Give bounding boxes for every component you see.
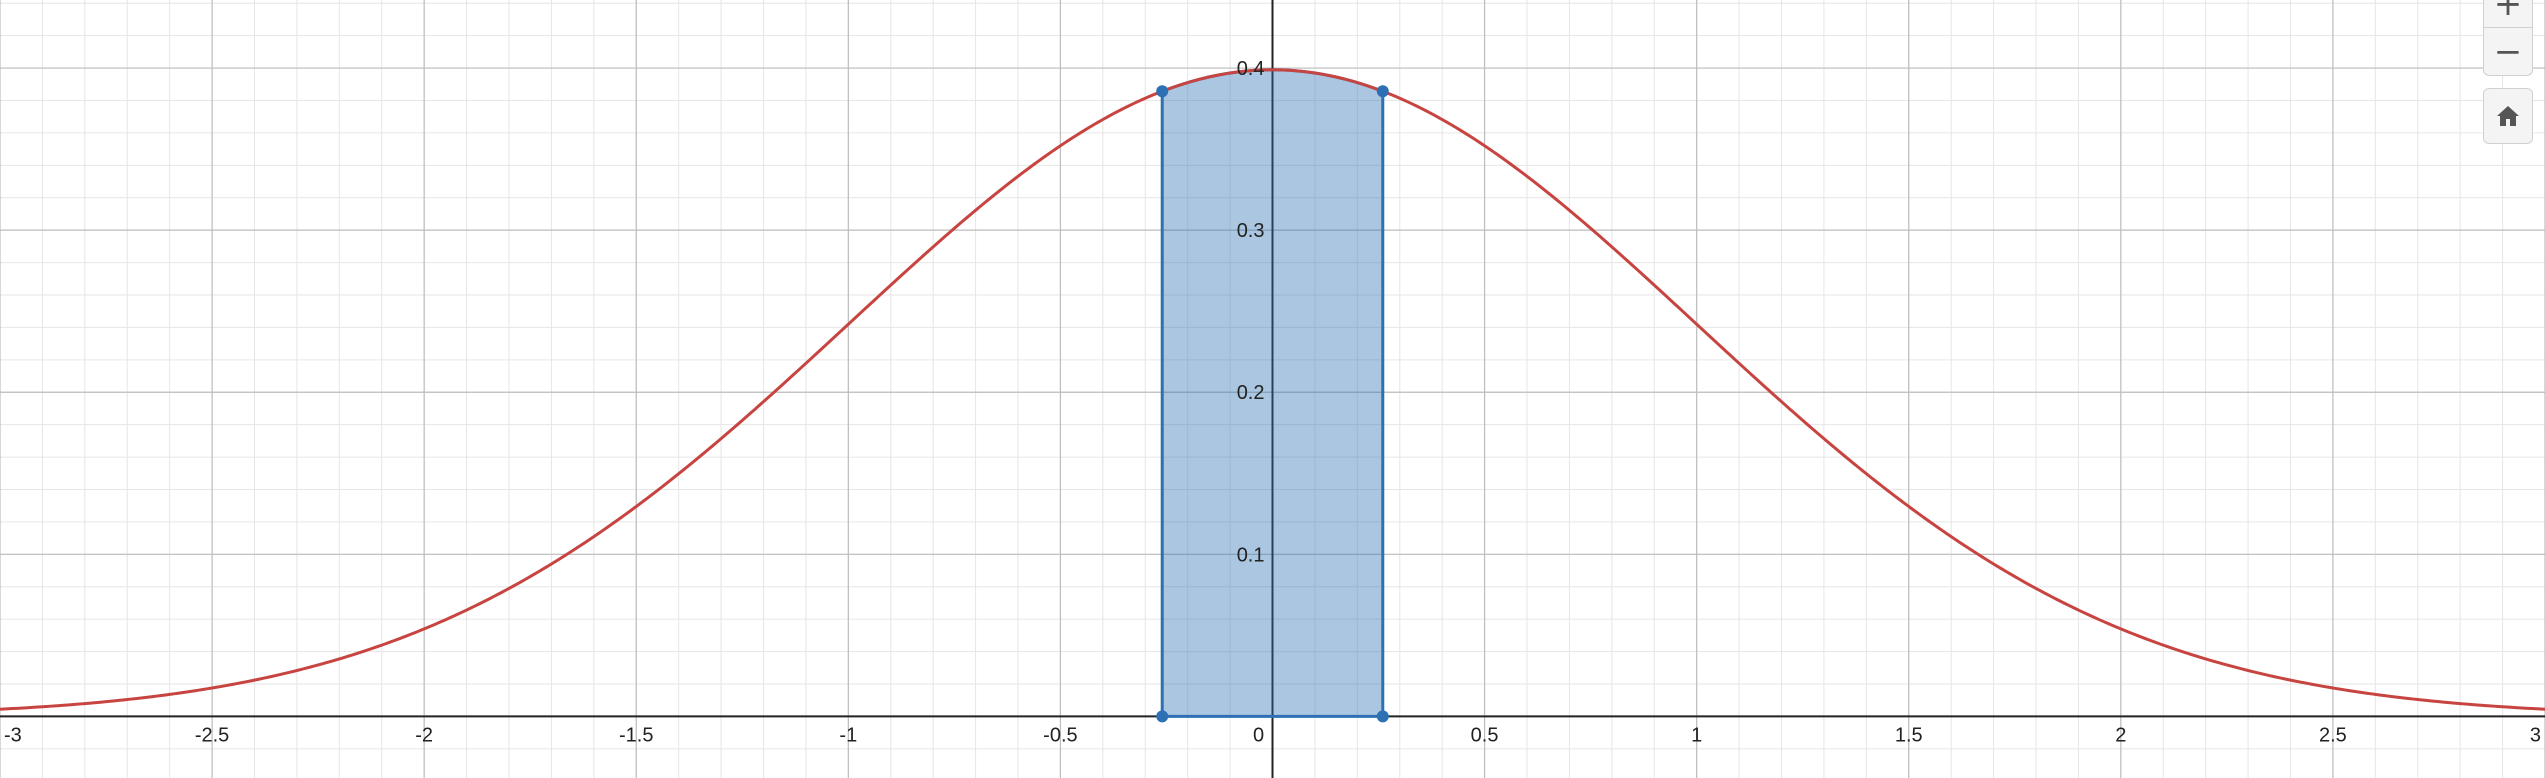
zoom-out-button[interactable]: − [2483, 28, 2533, 76]
shaded-region [1160, 68, 1385, 718]
x-tick-label: 2.5 [2319, 724, 2347, 746]
x-tick-label: 0 [1253, 724, 1264, 746]
x-tick-label: 1 [1691, 724, 1702, 746]
x-tick-label: -1 [839, 724, 857, 746]
y-tick-label: 0.3 [1237, 220, 1265, 242]
home-icon [2497, 106, 2519, 126]
area-corner-point [1156, 710, 1169, 723]
y-tick-label: 0.1 [1237, 544, 1265, 566]
area-corner-point [1156, 85, 1169, 98]
y-tick-label: 0.4 [1237, 58, 1265, 80]
points-layer [1156, 85, 1389, 723]
home-button[interactable] [2483, 88, 2533, 144]
curve-layer [0, 68, 2545, 711]
plus-icon: + [2493, 0, 2523, 24]
x-tick-label: -2 [415, 724, 433, 746]
normal-pdf-curve [0, 68, 2545, 711]
zoom-controls: + − [2483, 0, 2533, 144]
shaded-area [1160, 68, 1385, 718]
x-tick-label: 0.5 [1471, 724, 1499, 746]
x-tick-label: 3 [2530, 724, 2541, 746]
zoom-in-button[interactable]: + [2483, 0, 2533, 28]
x-tick-label: 1.5 [1895, 724, 1923, 746]
y-tick-label: 0.2 [1237, 382, 1265, 404]
x-tick-label: -2.5 [195, 724, 229, 746]
area-corner-point [1376, 85, 1389, 98]
tick-labels: -3 -2.5 -2 -1.5 -1 -0.5 0 0.5 1 1.5 2 2.5 3 0.1 0.2 0.3… [4, 58, 2541, 746]
minus-icon: − [2493, 31, 2523, 72]
x-tick-label: 2 [2115, 724, 2126, 746]
x-tick-label: -3 [4, 724, 22, 746]
x-tick-label: -1.5 [619, 724, 653, 746]
x-tick-label: -0.5 [1043, 724, 1077, 746]
area-corner-point [1376, 710, 1389, 723]
